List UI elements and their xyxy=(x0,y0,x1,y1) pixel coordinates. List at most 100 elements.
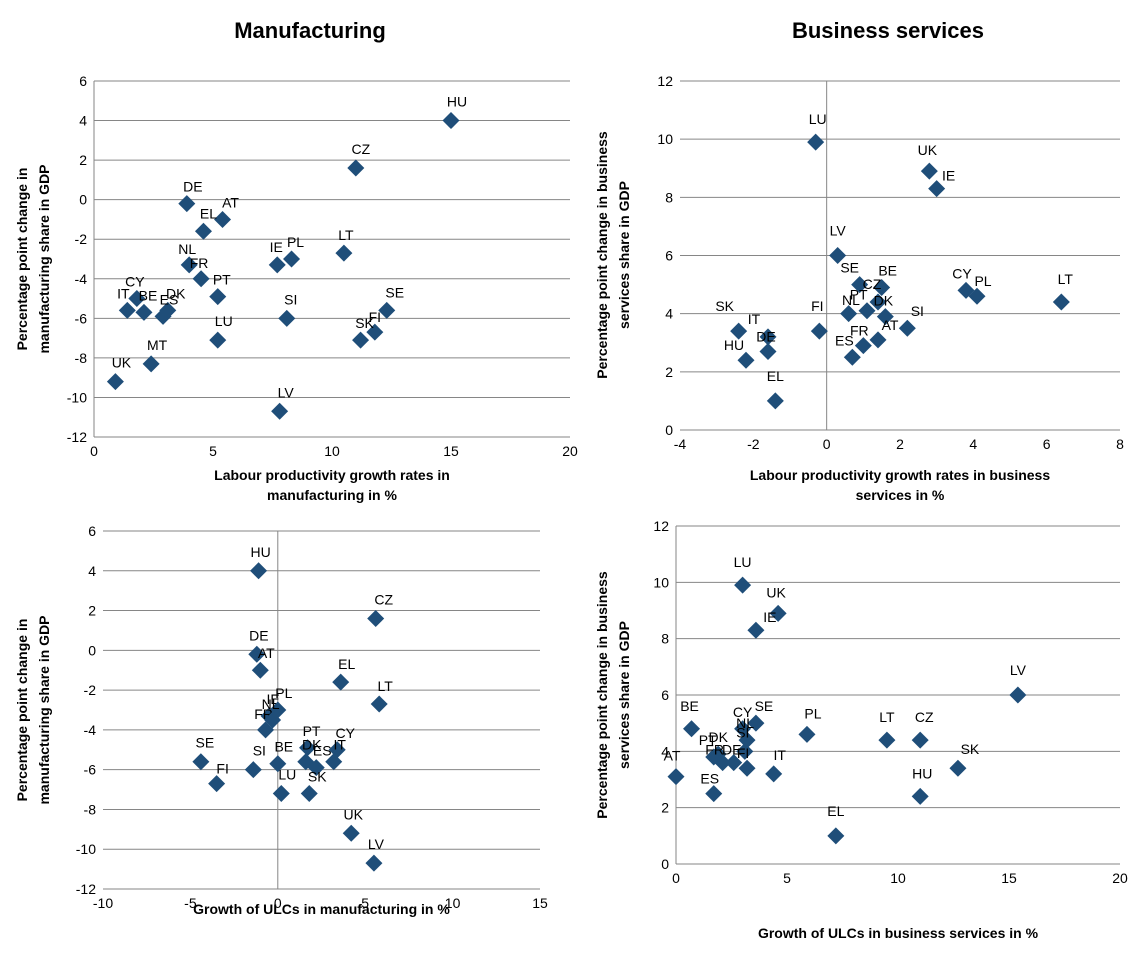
point-label-cz: CZ xyxy=(351,141,370,157)
point-label-cy: CY xyxy=(125,274,145,290)
y-tick-label: 0 xyxy=(79,192,87,208)
y-tick-label: -8 xyxy=(84,801,97,817)
data-point-de xyxy=(178,195,196,213)
x-tick-label: 5 xyxy=(361,895,369,911)
data-point-lu xyxy=(209,331,227,349)
data-point-lt xyxy=(1052,293,1070,311)
data-point-de xyxy=(725,754,743,772)
y-tick-label: -8 xyxy=(75,350,88,366)
x-tick-label: -4 xyxy=(674,436,687,452)
data-point-nl xyxy=(180,256,198,274)
point-label-es: ES xyxy=(835,332,854,348)
data-point-lv xyxy=(271,402,289,420)
point-label-lv: LV xyxy=(368,836,385,852)
y-tick-label: 4 xyxy=(665,306,673,322)
point-label-ie: IE xyxy=(270,239,283,255)
point-label-sk: SK xyxy=(715,298,734,314)
point-label-es: ES xyxy=(313,743,332,759)
y-tick-label: 6 xyxy=(665,248,673,264)
data-point-nl xyxy=(858,302,876,320)
data-point-sk xyxy=(352,331,370,349)
data-point-ie xyxy=(928,180,946,198)
x-tick-label: 5 xyxy=(783,870,791,886)
data-point-at xyxy=(869,331,887,349)
data-point-lu xyxy=(272,785,290,803)
point-label-it: IT xyxy=(334,737,347,753)
y-tick-label: 6 xyxy=(661,687,669,703)
y-tick-label: -2 xyxy=(84,682,97,698)
column-title-business-services: Business services xyxy=(792,18,984,43)
data-point-lv xyxy=(1009,686,1027,704)
point-label-fi: FI xyxy=(369,309,381,325)
x-tick-label: 15 xyxy=(532,895,548,911)
point-label-hu: HU xyxy=(724,337,744,353)
data-point-cz xyxy=(869,293,887,311)
point-label-si: SI xyxy=(911,303,924,319)
point-label-uk: UK xyxy=(918,142,938,158)
data-point-at xyxy=(251,661,269,679)
data-point-fi xyxy=(738,759,756,777)
data-point-es xyxy=(705,785,723,803)
x-tick-label: -10 xyxy=(93,895,113,911)
data-point-hu xyxy=(911,787,929,805)
point-label-dk: DK xyxy=(708,729,728,745)
point-label-si: SI xyxy=(253,743,266,759)
point-label-dk: DK xyxy=(874,293,894,309)
panel-services-ulc: 0 2 4 6 8 10 12 0 5 10 15 20 Growth of ULCs in busin… xyxy=(594,518,1128,941)
point-label-pt: PT xyxy=(850,287,868,303)
point-label-pl: PL xyxy=(287,234,304,250)
x-tick-label: 10 xyxy=(324,443,340,459)
y-tick-label: -6 xyxy=(75,310,88,326)
data-point-hu xyxy=(250,562,268,580)
data-point-fi xyxy=(810,322,828,340)
y-axis-title: Percentage point change in xyxy=(14,619,30,802)
x-axis-title: manufacturing in % xyxy=(267,487,397,503)
y-tick-label: 4 xyxy=(88,563,96,579)
y-axis-title: Percentage point change in business xyxy=(594,131,610,379)
x-axis-title: Labour productivity growth rates in xyxy=(214,467,450,483)
point-label-ie: IE xyxy=(763,609,776,625)
x-tick-label: 8 xyxy=(1116,436,1124,452)
point-label-uk: UK xyxy=(343,806,363,822)
point-label-fr: FR xyxy=(190,255,209,271)
point-label-lt: LT xyxy=(879,709,895,725)
point-label-uk: UK xyxy=(766,584,786,600)
point-label-hu: HU xyxy=(250,544,270,560)
point-label-it: IT xyxy=(117,285,130,301)
point-label-sk: SK xyxy=(308,769,327,785)
point-label-fr: FR xyxy=(850,323,869,339)
data-point-fi xyxy=(208,775,226,793)
point-label-fi: FI xyxy=(737,745,749,761)
data-point-it xyxy=(118,301,136,319)
point-label-ie: IE xyxy=(942,168,955,184)
data-point-cz xyxy=(347,159,365,177)
y-tick-label: 2 xyxy=(665,364,673,380)
data-point-si xyxy=(244,761,262,779)
data-point-el xyxy=(766,392,784,410)
point-label-be: BE xyxy=(139,287,158,303)
point-label-nl: NL xyxy=(262,696,280,712)
x-tick-label: 20 xyxy=(562,443,578,459)
x-tick-label: 0 xyxy=(90,443,98,459)
x-tick-label: 10 xyxy=(890,870,906,886)
data-point-be xyxy=(683,720,701,738)
data-point-dk xyxy=(876,308,894,326)
data-point-sk xyxy=(730,322,748,340)
point-label-de: DE xyxy=(183,179,202,195)
point-label-it: IT xyxy=(773,747,786,763)
data-point-cz xyxy=(367,610,385,628)
y-tick-label: 10 xyxy=(653,574,669,590)
x-tick-label: 10 xyxy=(445,895,461,911)
point-label-be: BE xyxy=(274,739,293,755)
y-tick-label: -6 xyxy=(84,762,97,778)
point-label-fi: FI xyxy=(216,761,228,777)
point-label-it: IT xyxy=(748,311,761,327)
x-tick-label: 2 xyxy=(896,436,904,452)
point-label-el: EL xyxy=(827,803,844,819)
data-point-de xyxy=(759,342,777,360)
point-label-pt: PT xyxy=(213,272,231,288)
y-tick-label: -10 xyxy=(67,389,87,405)
data-point-es xyxy=(307,759,325,777)
x-tick-label: -5 xyxy=(184,895,197,911)
